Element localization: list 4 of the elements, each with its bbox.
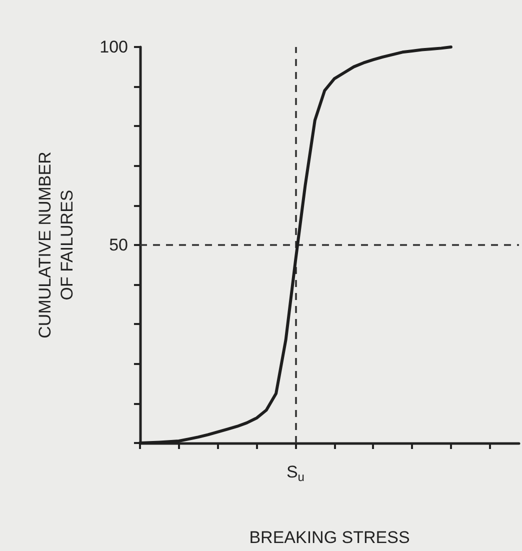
y-tick-label: 50 bbox=[109, 236, 128, 254]
x-axis-title: BREAKING STRESS bbox=[249, 528, 410, 547]
y-tick-label: 100 bbox=[100, 38, 128, 56]
y-axis-title: CUMULATIVE NUMBER OF FAILURES bbox=[36, 152, 76, 338]
